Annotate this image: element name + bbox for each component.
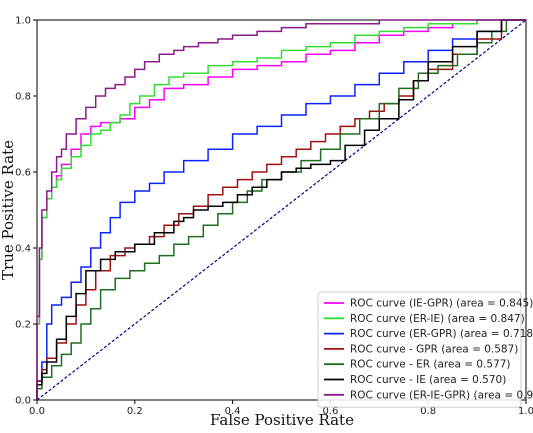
axis-ticks: 0.0 0.2 0.4 0.6 0.8 1.0 0.0 0.2 0.4 0.6 0.8 1.0: [15, 16, 533, 418]
legend-entry-label: ROC curve - IE (area = 0.570): [350, 374, 506, 386]
y-tick-label: 0.4: [15, 244, 31, 255]
x-tick-label: 0.8: [420, 406, 436, 417]
roc-series-line-3: [36, 19, 526, 400]
x-tick-label: 0.2: [127, 406, 143, 417]
x-tick-label: 0.6: [322, 406, 338, 417]
legend-entry-label: ROC curve (ER-IE) (area = 0.847): [350, 313, 525, 325]
roc-series-line-2: [36, 19, 526, 400]
legend-entry-label: ROC curve (ER-GPR) (area = 0.718): [350, 328, 533, 340]
y-tick-label: 0.6: [15, 168, 31, 179]
legend-box: [317, 291, 522, 408]
x-tick-label: 0.0: [29, 406, 45, 417]
legend-entry-label: ROC curve (IE-GPR) (area = 0.845): [350, 298, 533, 310]
legend-entry-label: ROC curve (ER-IE-GPR) (area = 0.902): [350, 389, 533, 401]
chance-diagonal-line: [36, 19, 527, 401]
plot-area: [36, 19, 527, 401]
y-tick-label: 0.0: [15, 396, 31, 407]
roc-series-line-5: [36, 19, 526, 400]
y-tick-label: 0.2: [15, 320, 31, 331]
roc-series-line-6: [36, 19, 526, 400]
x-tick-label: 1.0: [518, 406, 533, 417]
plot-frame: [36, 19, 527, 401]
legend-entry-label: ROC curve - ER (area = 0.577): [350, 359, 511, 371]
y-axis-title: True Positive Rate: [0, 140, 17, 280]
legend-entry-label: ROC curve - GPR (area = 0.587): [350, 343, 518, 355]
roc-series-line-7: [36, 19, 526, 400]
x-axis-title: False Positive Rate: [210, 411, 354, 429]
y-tick-label: 0.8: [15, 92, 31, 103]
legend: ROC curve (IE-GPR) (area = 0.845) ROC cur…: [317, 291, 533, 408]
y-tick-label: 1.0: [15, 16, 31, 27]
x-tick-label: 0.4: [225, 406, 241, 417]
